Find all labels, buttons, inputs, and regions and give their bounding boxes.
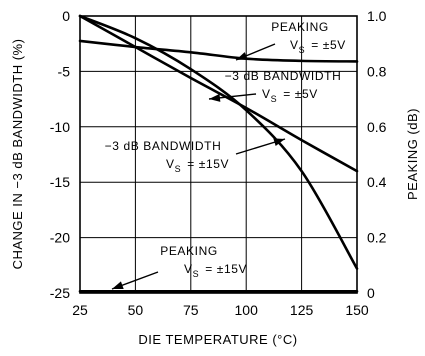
right-y-tick-label: 0 [367,285,375,301]
series-annotation: −3 dB BANDWIDTH VS = ±5V [208,69,342,104]
right-y-tick-label: 0.4 [367,174,387,190]
left-y-tick-label: -10 [50,119,70,135]
bandwidth-5v-curve [78,14,359,173]
annotation-label: PEAKING [271,20,329,34]
supply-value: = ±15V [205,262,247,276]
annotation-supply-voltage: VS = ±15V [166,157,229,174]
left-y-axis-title: CHANGE IN −3 dB BANDWIDTH (%) [10,39,25,270]
right-y-tick-label: 0.6 [367,119,387,135]
supply-symbol: V [166,157,175,171]
left-y-tick-label: -25 [50,285,70,301]
annotation-label: −3 dB BANDWIDTH [225,69,342,83]
series-annotation: PEAKING VS = ±5V [235,20,346,61]
annotation-label: −3 dB BANDWIDTH [105,139,222,153]
right-y-tick-label: 0.2 [367,230,387,246]
x-tick-label: 75 [183,302,199,318]
supply-symbol: V [290,38,299,52]
right-y-axis-title: PEAKING (dB) [405,108,420,200]
supply-value: = ±5V [283,87,318,101]
right-y-tick-label: 1.0 [367,8,387,24]
arrowhead [273,138,285,147]
series-annotation: PEAKING VS = ±15V [111,244,247,290]
x-tick-label: 25 [72,302,88,318]
left-y-tick-label: -5 [58,63,71,79]
supply-subscript: S [193,269,200,279]
supply-subscript: S [271,94,278,104]
arrowhead [209,93,221,102]
x-tick-label: 100 [235,302,259,318]
x-tick-label: 150 [345,302,369,318]
supply-value: = ±5V [311,38,346,52]
x-tick-label: 50 [128,302,144,318]
arrowhead [236,52,248,60]
arrowhead [112,281,124,289]
annotation-supply-voltage: VS = ±15V [184,262,247,279]
supply-symbol: V [262,87,271,101]
grid-lines [79,15,358,294]
left-y-tick-label: -15 [50,174,70,190]
left-y-tick-label: 0 [62,8,70,24]
supply-symbol: V [184,262,193,276]
data-series [78,14,359,293]
plot-frame [79,15,358,294]
tick-labels: 25 50 75 100 125 1500-5-10-15-20-251.00.80.60… [50,8,387,318]
series-annotation: −3 dB BANDWIDTH VS = ±15V [105,138,286,174]
annotation-supply-voltage: VS = ±5V [262,87,318,104]
x-axis-title: DIE TEMPERATURE (°C) [138,332,297,347]
supply-subscript: S [299,45,306,55]
bandwidth-15v-curve [78,14,359,270]
supply-subscript: S [175,164,182,174]
right-y-tick-label: 0.8 [367,63,387,79]
annotation-label: PEAKING [160,244,218,258]
supply-value: = ±15V [187,157,229,171]
left-y-tick-label: -20 [50,230,70,246]
peaking-5v-curve [78,39,359,63]
annotation-supply-voltage: VS = ±5V [290,38,346,55]
x-tick-label: 125 [290,302,314,318]
